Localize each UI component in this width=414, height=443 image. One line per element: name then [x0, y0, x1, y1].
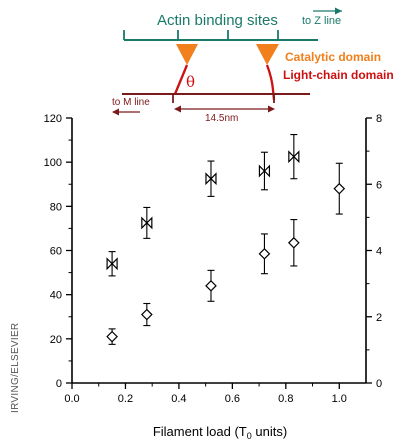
x-axis-label-subscript: 0	[247, 431, 252, 441]
theta-label: θ	[186, 73, 195, 91]
series-bowtie	[106, 134, 300, 277]
x-tick-label: 0.6	[225, 393, 240, 405]
y-left-tick-label: 40	[50, 290, 62, 302]
data-point-diamond	[140, 302, 153, 327]
bowtie-marker	[141, 216, 153, 230]
y-right-tick-label: 0	[376, 378, 382, 390]
diamond-marker	[205, 279, 217, 292]
data-point-diamond	[258, 233, 271, 275]
catalytic-domain-right	[256, 44, 279, 65]
data-point-bowtie	[258, 151, 271, 191]
bowtie-marker	[106, 257, 118, 271]
y-right-tick-label: 2	[376, 312, 382, 324]
x-tick-label: 0.8	[278, 393, 293, 405]
x-tick-label: 0.0	[64, 393, 79, 405]
thick-filament	[122, 93, 310, 103]
image-credit: IRVING/ELSEVIER	[10, 323, 21, 413]
x-axis-label: Filament load (T0 units)	[153, 424, 287, 441]
myosin-schematic: Actin binding sites to Z line Catalytic …	[112, 7, 394, 124]
diamond-marker	[258, 247, 271, 260]
bowtie-marker	[288, 150, 300, 164]
catalytic-domain-left	[176, 44, 198, 65]
actin-binding-sites-label: Actin binding sites	[157, 12, 278, 29]
light-chain-domain-left	[173, 64, 189, 95]
x-axis-label-main: Filament load (T	[153, 424, 247, 439]
y-axis-left: 0 20 40 60 80 100 120	[44, 113, 73, 390]
diamond-marker	[287, 236, 300, 249]
y-left-tick-label: 0	[56, 378, 62, 390]
y-left-tick-label: 20	[50, 334, 62, 346]
to-z-line-label: to Z line	[302, 15, 341, 27]
y-right-tick-label: 6	[376, 179, 382, 191]
bowtie-marker	[258, 164, 271, 178]
to-z-line-arrow	[313, 7, 342, 15]
x-tick-label: 1.0	[332, 393, 347, 405]
catalytic-domain-label: Catalytic domain	[285, 50, 381, 64]
diamond-marker	[140, 308, 153, 321]
y-axis-right: 0 2 4 6 8	[365, 113, 382, 390]
distance-label: 14.5nm	[205, 113, 238, 124]
light-chain-domain-label: Light-chain domain	[283, 68, 394, 82]
to-m-line-arrow	[112, 108, 140, 116]
bowtie-marker	[205, 172, 217, 186]
y-left-tick-label: 100	[44, 157, 62, 169]
y-right-tick-label: 8	[376, 113, 382, 125]
data-point-diamond	[205, 269, 217, 302]
data-point-diamond	[287, 219, 300, 267]
x-axis: 0.0 0.2 0.4 0.6 0.8 1.0	[64, 382, 366, 405]
x-axis-label-suffix: units)	[252, 424, 287, 439]
y-right-tick-label: 4	[376, 246, 382, 258]
y-left-tick-label: 80	[50, 201, 62, 213]
data-points	[106, 134, 346, 345]
distance-arrow	[174, 105, 275, 113]
y-left-tick-label: 120	[44, 113, 62, 125]
to-m-line-label: to M line	[112, 97, 150, 108]
x-tick-label: 0.4	[171, 393, 186, 405]
light-chain-domain-right	[265, 64, 276, 101]
data-point-bowtie	[106, 251, 118, 277]
diamond-marker	[106, 330, 118, 343]
series-diamond	[106, 162, 346, 345]
y-left-tick-label: 60	[50, 246, 62, 258]
actin-filament	[123, 30, 318, 41]
x-tick-label: 0.2	[118, 393, 133, 405]
data-point-diamond	[106, 328, 118, 345]
data-point-bowtie	[205, 160, 217, 197]
data-point-bowtie	[288, 134, 300, 180]
diamond-marker	[333, 182, 346, 195]
data-point-diamond	[333, 162, 346, 215]
data-point-bowtie	[141, 206, 153, 239]
